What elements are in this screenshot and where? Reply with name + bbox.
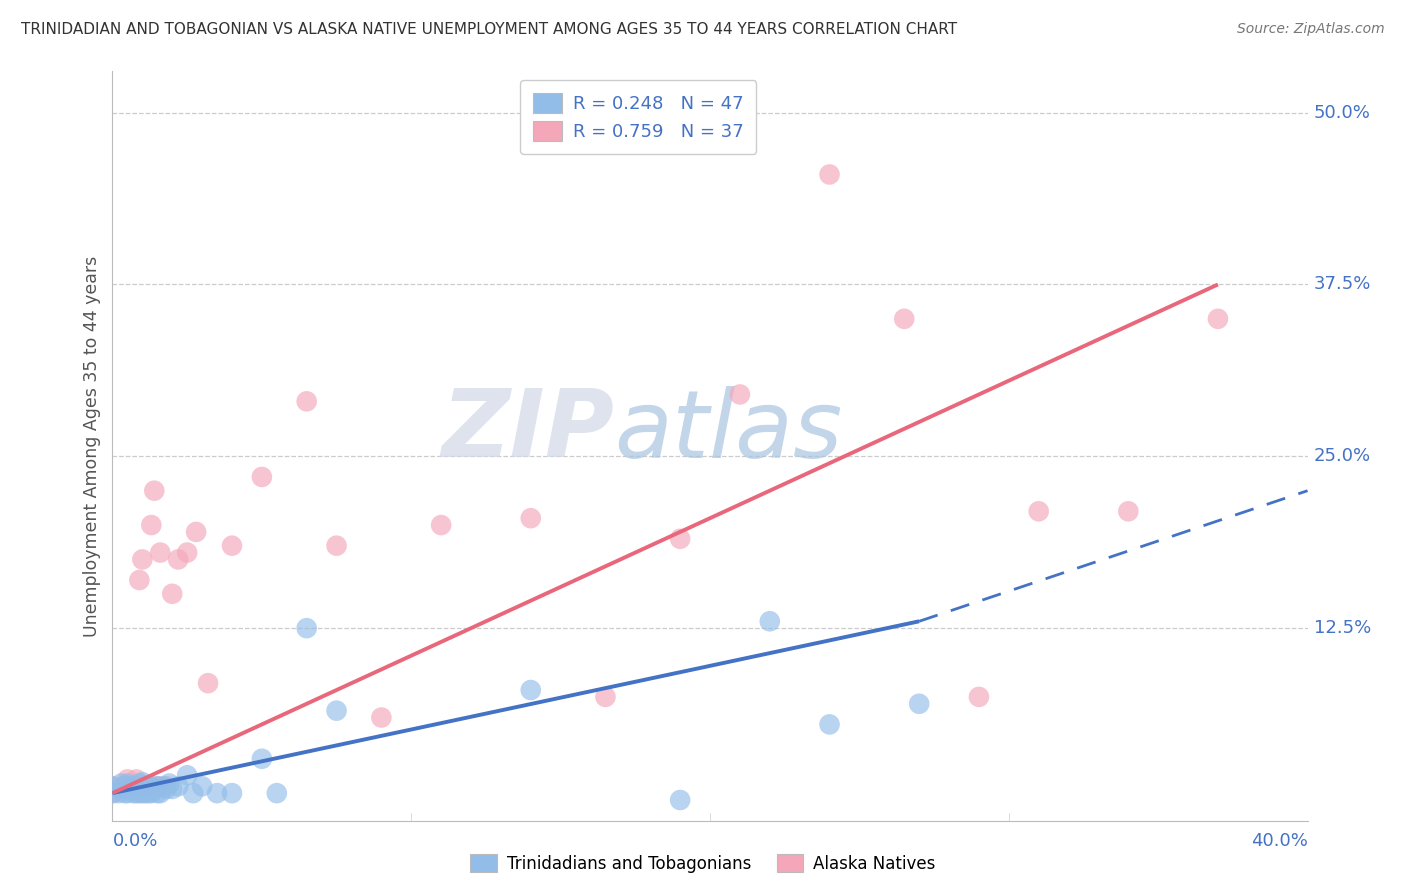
Point bbox=[176, 545, 198, 559]
Point bbox=[430, 518, 453, 533]
Point bbox=[176, 768, 198, 782]
Point bbox=[138, 779, 160, 793]
Point bbox=[893, 311, 915, 326]
Point bbox=[117, 772, 139, 787]
Point bbox=[186, 524, 208, 539]
Point bbox=[141, 786, 163, 800]
Point bbox=[221, 786, 243, 800]
Point bbox=[250, 752, 273, 766]
Point bbox=[1028, 504, 1050, 518]
Point bbox=[122, 786, 145, 800]
Point bbox=[818, 717, 841, 731]
Text: atlas: atlas bbox=[614, 385, 842, 476]
Point bbox=[146, 786, 169, 800]
Text: ZIP: ZIP bbox=[441, 385, 614, 477]
Point bbox=[138, 786, 160, 800]
Point bbox=[117, 786, 139, 800]
Point bbox=[110, 776, 132, 790]
Point bbox=[101, 786, 124, 800]
Point bbox=[167, 779, 190, 793]
Point bbox=[595, 690, 617, 704]
Point bbox=[191, 779, 214, 793]
Point bbox=[728, 387, 751, 401]
Point bbox=[759, 615, 782, 629]
Point bbox=[149, 545, 172, 559]
Point bbox=[221, 539, 243, 553]
Text: TRINIDADIAN AND TOBAGONIAN VS ALASKA NATIVE UNEMPLOYMENT AMONG AGES 35 TO 44 YEA: TRINIDADIAN AND TOBAGONIAN VS ALASKA NAT… bbox=[21, 22, 957, 37]
Point bbox=[101, 779, 124, 793]
Point bbox=[107, 786, 129, 800]
Point bbox=[181, 786, 204, 800]
Point bbox=[138, 779, 160, 793]
Text: 0.0%: 0.0% bbox=[112, 831, 157, 850]
Point bbox=[128, 776, 150, 790]
Point bbox=[143, 782, 166, 797]
Point bbox=[131, 775, 153, 789]
Point bbox=[128, 786, 150, 800]
Point bbox=[114, 786, 135, 800]
Point bbox=[141, 779, 163, 793]
Point bbox=[120, 782, 142, 797]
Point bbox=[325, 704, 347, 718]
Point bbox=[122, 779, 145, 793]
Point bbox=[146, 779, 169, 793]
Point bbox=[131, 552, 153, 566]
Point bbox=[370, 710, 392, 724]
Point bbox=[818, 168, 841, 182]
Point bbox=[325, 539, 347, 553]
Point bbox=[266, 786, 288, 800]
Point bbox=[149, 786, 172, 800]
Point bbox=[141, 518, 163, 533]
Point bbox=[908, 697, 931, 711]
Point bbox=[520, 683, 543, 698]
Point bbox=[146, 779, 169, 793]
Point bbox=[101, 779, 124, 793]
Point bbox=[197, 676, 219, 690]
Point bbox=[125, 786, 148, 800]
Point bbox=[295, 394, 318, 409]
Point bbox=[125, 779, 148, 793]
Text: 12.5%: 12.5% bbox=[1313, 619, 1371, 637]
Point bbox=[669, 532, 692, 546]
Text: 37.5%: 37.5% bbox=[1313, 276, 1371, 293]
Point bbox=[295, 621, 318, 635]
Point bbox=[205, 786, 228, 800]
Legend: Trinidadians and Tobagonians, Alaska Natives: Trinidadians and Tobagonians, Alaska Nat… bbox=[464, 847, 942, 880]
Point bbox=[1118, 504, 1140, 518]
Point bbox=[131, 779, 153, 793]
Legend: R = 0.248   N = 47, R = 0.759   N = 37: R = 0.248 N = 47, R = 0.759 N = 37 bbox=[520, 80, 756, 153]
Point bbox=[101, 786, 124, 800]
Point bbox=[128, 573, 150, 587]
Point bbox=[250, 470, 273, 484]
Point bbox=[520, 511, 543, 525]
Point bbox=[120, 779, 142, 793]
Point bbox=[125, 772, 148, 787]
Point bbox=[131, 782, 153, 797]
Point bbox=[131, 786, 153, 800]
Point bbox=[114, 779, 135, 793]
Y-axis label: Unemployment Among Ages 35 to 44 years: Unemployment Among Ages 35 to 44 years bbox=[83, 255, 101, 637]
Point bbox=[134, 786, 156, 800]
Point bbox=[162, 587, 183, 601]
Text: 40.0%: 40.0% bbox=[1251, 831, 1308, 850]
Point bbox=[155, 779, 177, 793]
Text: 50.0%: 50.0% bbox=[1313, 103, 1371, 121]
Point bbox=[143, 483, 166, 498]
Point bbox=[967, 690, 990, 704]
Point bbox=[1206, 311, 1229, 326]
Point bbox=[107, 782, 129, 797]
Point bbox=[669, 793, 692, 807]
Text: 25.0%: 25.0% bbox=[1313, 447, 1371, 466]
Point bbox=[110, 782, 132, 797]
Point bbox=[152, 779, 174, 793]
Point bbox=[155, 782, 177, 797]
Point bbox=[162, 782, 183, 797]
Point bbox=[117, 776, 139, 790]
Point bbox=[114, 779, 135, 793]
Point bbox=[157, 776, 180, 790]
Point bbox=[167, 552, 190, 566]
Text: Source: ZipAtlas.com: Source: ZipAtlas.com bbox=[1237, 22, 1385, 37]
